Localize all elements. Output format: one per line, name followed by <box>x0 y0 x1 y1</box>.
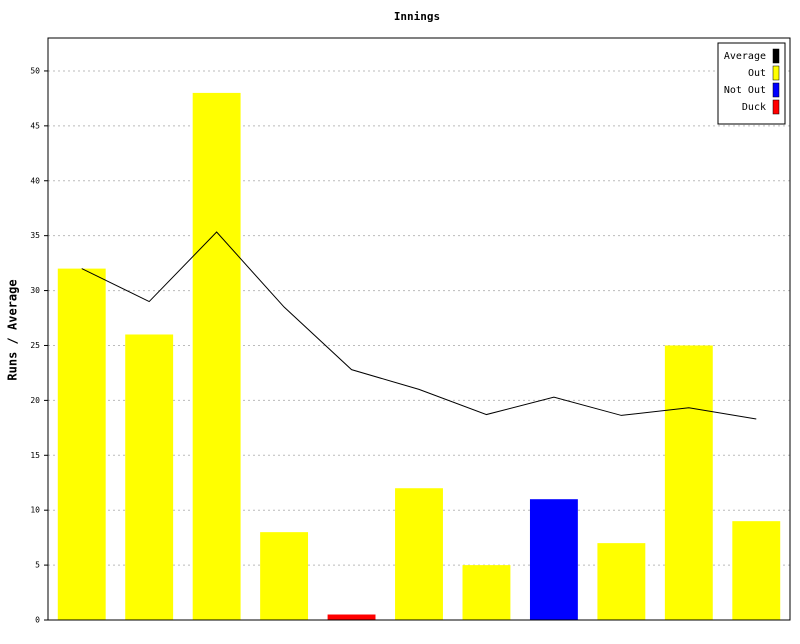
y-tick-label: 5 <box>35 561 40 570</box>
y-tick-label: 0 <box>35 616 40 625</box>
y-tick-label: 10 <box>30 506 40 515</box>
plot-frame <box>47 37 791 621</box>
y-tick-label: 15 <box>30 451 40 460</box>
bar <box>732 521 781 620</box>
legend: Average Out Not Out Duck <box>717 42 786 125</box>
legend-swatch <box>772 48 780 64</box>
bar <box>597 543 646 620</box>
bar <box>529 499 578 620</box>
y-tick-label: 40 <box>30 176 40 185</box>
y-tick-label: 20 <box>30 396 40 405</box>
y-tick-label: 25 <box>30 341 40 350</box>
y-axis-label: Runs / Average <box>6 279 20 380</box>
legend-swatch <box>772 65 780 81</box>
y-tick-label: 45 <box>30 121 40 130</box>
y-tick-label: 35 <box>30 231 40 240</box>
bar <box>327 614 376 620</box>
legend-label: Out <box>748 68 766 79</box>
bar <box>664 345 713 620</box>
bar <box>462 565 511 620</box>
y-tick-label: 50 <box>30 66 40 75</box>
average-line <box>81 231 757 420</box>
legend-swatch <box>772 99 780 115</box>
y-tick-label: 30 <box>30 286 40 295</box>
legend-label: Average <box>724 51 766 62</box>
chart-title: Innings <box>394 10 440 23</box>
bar <box>125 334 174 620</box>
legend-label: Not Out <box>724 85 766 96</box>
legend-swatch <box>772 82 780 98</box>
legend-label: Duck <box>742 102 766 113</box>
bar <box>260 532 309 620</box>
bar <box>57 268 106 620</box>
bar <box>192 92 241 621</box>
bar <box>395 488 443 620</box>
